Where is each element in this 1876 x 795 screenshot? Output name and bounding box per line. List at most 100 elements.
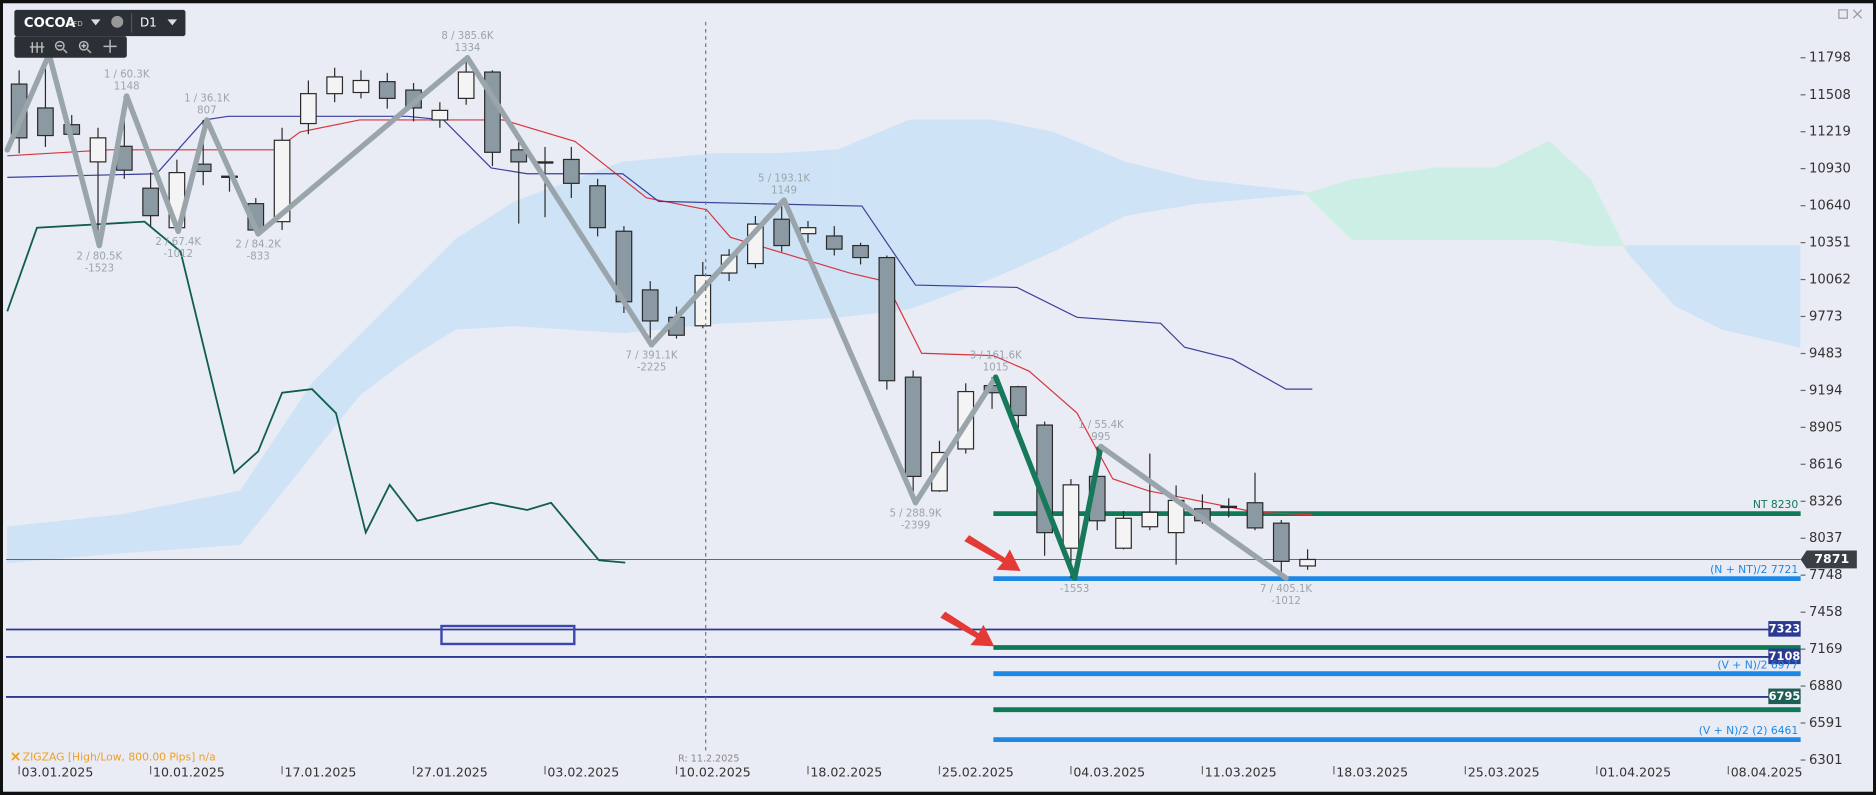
zoom-in-icon[interactable] <box>78 40 89 51</box>
candle-body <box>1009 386 1027 417</box>
zigzag-label: 1015 <box>983 363 1009 374</box>
chart-tools-icon[interactable] <box>29 42 45 53</box>
candle-body <box>142 187 159 217</box>
candle-body <box>904 376 922 478</box>
y-tick-label: 10062 <box>1809 273 1851 288</box>
x-tick-label: 25.03.2025 <box>1468 765 1540 780</box>
indicator-line <box>7 115 1313 390</box>
zigzag-label: 1149 <box>771 186 797 197</box>
x-tick-label: 17.01.2025 <box>284 765 356 780</box>
close-icon[interactable] <box>1852 9 1863 19</box>
x-tick-label: 18.02.2025 <box>810 765 882 780</box>
candle-body <box>1220 505 1238 509</box>
window-icon[interactable] <box>1838 9 1848 19</box>
zigzag-label: 3 / 161.6K <box>970 351 1022 362</box>
level-box <box>1768 648 1801 665</box>
y-tick-label: 10640 <box>1809 199 1851 214</box>
cloud-segment <box>1721 245 1801 348</box>
zigzag-segment <box>204 117 261 237</box>
zigzag-label: 5 / 288.9K <box>889 508 941 519</box>
zigzag-segment <box>993 374 1078 581</box>
symbol-box[interactable] <box>14 9 186 37</box>
candle-body <box>431 109 449 121</box>
dropdown-icon[interactable] <box>167 19 178 26</box>
zoom-in-icon[interactable] <box>81 43 92 54</box>
x-tick-label: 10.01.2025 <box>153 765 225 780</box>
candle-body <box>273 139 291 223</box>
x-tick-label: 03.01.2025 <box>22 765 94 780</box>
remove-indicator-icon[interactable] <box>11 752 20 761</box>
level-label: NT 8230 <box>1753 498 1799 511</box>
zigzag-label: -1012 <box>163 249 193 260</box>
zigzag-label: 2 / 84.2K <box>235 240 281 251</box>
zigzag-segment <box>255 55 471 237</box>
x-tick-label: 11.03.2025 <box>1205 765 1277 780</box>
candle-body <box>89 137 107 163</box>
zoom-out-icon[interactable] <box>57 45 68 54</box>
y-tick-label: 10351 <box>1809 236 1851 251</box>
zigzag-label: -2399 <box>901 520 931 531</box>
x-tick-label: 18.03.2025 <box>1336 765 1408 780</box>
y-tick-label: 8616 <box>1809 457 1842 472</box>
label-layer: 11798 11508 11219 10930 10640 10351 10062 9773 9… <box>18 21 1857 780</box>
y-tick-label: 6880 <box>1809 679 1842 694</box>
candle-body <box>878 256 896 382</box>
y-tick-label: 9483 <box>1809 347 1842 362</box>
zoom-out-icon[interactable] <box>54 40 65 51</box>
zigzag-label: 807 <box>197 105 216 116</box>
level-value: 6795 <box>1769 689 1801 703</box>
candle-body <box>37 107 54 137</box>
candle-body <box>1246 502 1264 529</box>
level-value: 7108 <box>1769 649 1801 663</box>
candle-body <box>300 93 317 125</box>
y-tick-label: 9773 <box>1809 309 1842 324</box>
zigzag-label: -1553 <box>1060 584 1090 595</box>
info-icon[interactable] <box>111 15 124 28</box>
zigzag-label: 2 / 67.4K <box>155 237 201 248</box>
candle-body <box>852 244 869 259</box>
candle-body <box>799 227 817 235</box>
level-label: (V + N)/2 (2) 6461 <box>1699 724 1799 737</box>
zigzag-segment <box>1071 443 1104 581</box>
symbol[interactable]: COCOA <box>24 16 76 31</box>
y-tick-label: 7458 <box>1809 605 1842 620</box>
candle-body <box>825 235 843 250</box>
zigzag-label: -833 <box>247 252 270 263</box>
zigzag-segment <box>123 93 181 234</box>
candle-body <box>773 218 791 247</box>
y-tick-label: 6591 <box>1809 716 1842 731</box>
x-tick-label: 10.02.2025 <box>679 765 751 780</box>
zigzag-segment <box>648 197 787 348</box>
x-tick-label: 01.04.2025 <box>1599 765 1671 780</box>
zigzag-segment <box>4 51 52 153</box>
level-box <box>1768 621 1801 637</box>
price-box <box>1800 550 1857 569</box>
zigzag-label: 1 / 60.3K <box>104 70 150 81</box>
toolbar[interactable]: COCOA CFD D1 <box>14 9 186 58</box>
x-tick-label: 04.03.2025 <box>1073 765 1145 780</box>
zigzag-label: 5 / 193.1K <box>758 174 810 185</box>
y-tick-label: 7748 <box>1809 568 1842 583</box>
candle-body <box>457 71 475 99</box>
x-tick-label: 25.02.2025 <box>942 765 1014 780</box>
candle-body <box>378 81 396 99</box>
candle-body <box>1141 511 1159 528</box>
candle-body <box>536 161 554 164</box>
timeframe[interactable]: D1 <box>140 16 157 30</box>
zigzag-label: 8 / 385.6K <box>441 31 493 42</box>
candle-body <box>326 76 344 95</box>
cloud-segment <box>993 119 1054 279</box>
zigzag-label: -1523 <box>85 263 115 274</box>
candle-body <box>1062 484 1080 549</box>
y-tick-label: 11798 <box>1809 51 1851 66</box>
y-tick-label: 8037 <box>1809 531 1842 546</box>
indicator-label: ZIGZAG [High/Low, 800.00 Pips] n/a <box>23 751 216 764</box>
arrow <box>964 535 1021 571</box>
level-value: 7323 <box>1769 621 1801 635</box>
zigzag-label: 1148 <box>114 82 140 93</box>
dropdown-icon[interactable] <box>90 19 101 26</box>
cloud-segment <box>909 119 994 310</box>
move-icon[interactable] <box>103 39 117 53</box>
